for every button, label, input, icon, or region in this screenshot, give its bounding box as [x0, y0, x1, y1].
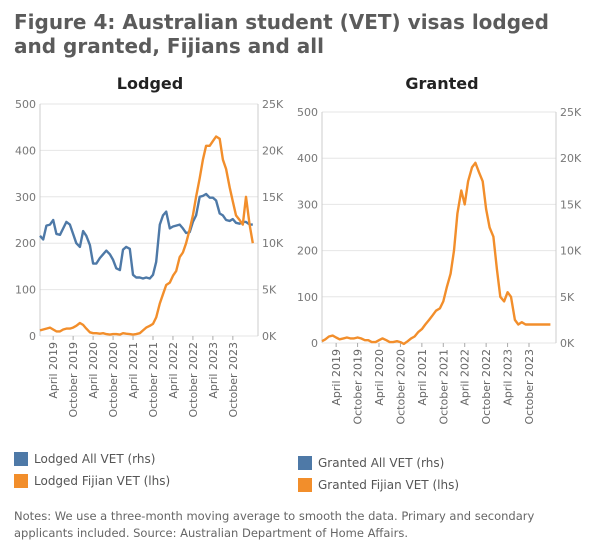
lodged-x-tick-label: April 2020 [87, 342, 100, 399]
granted-legend: Granted All VET (rhs) Granted Fijian VET… [298, 452, 459, 496]
lodged-x-tick-label: April 2021 [127, 342, 140, 399]
lodged-right-tick-label: 15K [262, 191, 284, 204]
legend-swatch-all-vet [298, 456, 312, 470]
granted-x-tick-label: April 2023 [502, 349, 515, 406]
lodged-right-tick-label: 0K [262, 330, 277, 343]
lodged-panel-title: Lodged [116, 74, 184, 93]
legend-label: Granted All VET (rhs) [318, 456, 445, 470]
lodged-left-tick-label: 300 [15, 191, 36, 204]
legend-label: Lodged All VET (rhs) [34, 452, 156, 466]
charts-canvas: 0 100 200 300 400 500 0K 5K 10K 15K 20K 25K April 20… [15, 98, 582, 425]
lodged-left-tick-label: 400 [15, 144, 36, 157]
legend-item-lodged-all: Lodged All VET (rhs) [14, 448, 170, 470]
granted-x-tick-label: April 2021 [416, 349, 429, 406]
lodged-right-tick-label: 5K [262, 284, 277, 297]
legend-swatch-fijian-vet [298, 478, 312, 492]
granted-x-tick-label: October 2021 [437, 349, 450, 425]
granted-right-tick-label: 0K [560, 337, 575, 350]
lodged-left-tick-label: 100 [15, 284, 36, 297]
granted-right-tick-label: 25K [560, 106, 582, 119]
lodged-right-tick-label: 25K [262, 98, 284, 111]
granted-right-tick-label: 5K [560, 291, 575, 304]
figure-title: Figure 4: Australian student (VET) visas… [14, 10, 549, 58]
lodged-left-tick-label: 500 [15, 98, 36, 111]
granted-x-tick-label: October 2022 [480, 349, 493, 425]
lodged-right-tick-label: 20K [262, 144, 284, 157]
granted-series-line-fijian-vet [321, 161, 551, 346]
granted-left-tick-label: 500 [297, 106, 318, 119]
granted-x-tick-label: October 2020 [394, 349, 407, 425]
lodged-x-tick-label: April 2023 [207, 342, 220, 399]
granted-panel-title: Granted [405, 74, 479, 93]
granted-right-tick-label: 10K [560, 245, 582, 258]
lodged-x-tick-label: October 2019 [67, 342, 80, 418]
lodged-x-tick-label: October 2020 [107, 342, 120, 418]
lodged-x-tick-label: April 2019 [47, 342, 60, 399]
granted-left-tick-label: 200 [297, 245, 318, 258]
legend-label: Lodged Fijian VET (lhs) [34, 474, 171, 488]
lodged-x-tick-label: October 2023 [227, 342, 240, 418]
granted-x-tick-label: April 2020 [373, 349, 386, 406]
granted-x-tick-label: October 2019 [352, 349, 365, 425]
granted-left-tick-label: 100 [297, 291, 318, 304]
figure-notes: Notes: We use a three-month moving avera… [14, 509, 535, 540]
granted-right-tick-label: 20K [560, 152, 582, 165]
lodged-right-tick-label: 10K [262, 237, 284, 250]
lodged-left-tick-label: 0 [29, 330, 36, 343]
granted-x-tick-label: April 2022 [459, 349, 472, 406]
granted-left-tick-label: 0 [311, 337, 318, 350]
lodged-x-tick-label: October 2022 [187, 342, 200, 418]
legend-swatch-fijian-vet [14, 474, 28, 488]
legend-label: Granted Fijian VET (lhs) [318, 478, 460, 492]
lodged-x-tick-label: April 2022 [167, 342, 180, 399]
legend-item-granted-all: Granted All VET (rhs) [298, 452, 459, 474]
granted-right-tick-label: 15K [560, 198, 582, 211]
lodged-series-line-fijian-vet [39, 135, 254, 336]
granted-left-tick-label: 400 [297, 152, 318, 165]
legend-item-lodged-fijian: Lodged Fijian VET (lhs) [14, 470, 170, 492]
granted-x-tick-label: April 2019 [330, 349, 343, 406]
granted-left-tick-label: 300 [297, 198, 318, 211]
lodged-x-tick-label: October 2021 [147, 342, 160, 418]
lodged-series-line-all-vet [39, 192, 253, 280]
legend-item-granted-fijian: Granted Fijian VET (lhs) [298, 474, 459, 496]
granted-x-tick-label: October 2023 [523, 349, 536, 425]
lodged-legend: Lodged All VET (rhs) Lodged Fijian VET (… [14, 448, 170, 492]
lodged-left-tick-label: 200 [15, 237, 36, 250]
legend-swatch-all-vet [14, 452, 28, 466]
